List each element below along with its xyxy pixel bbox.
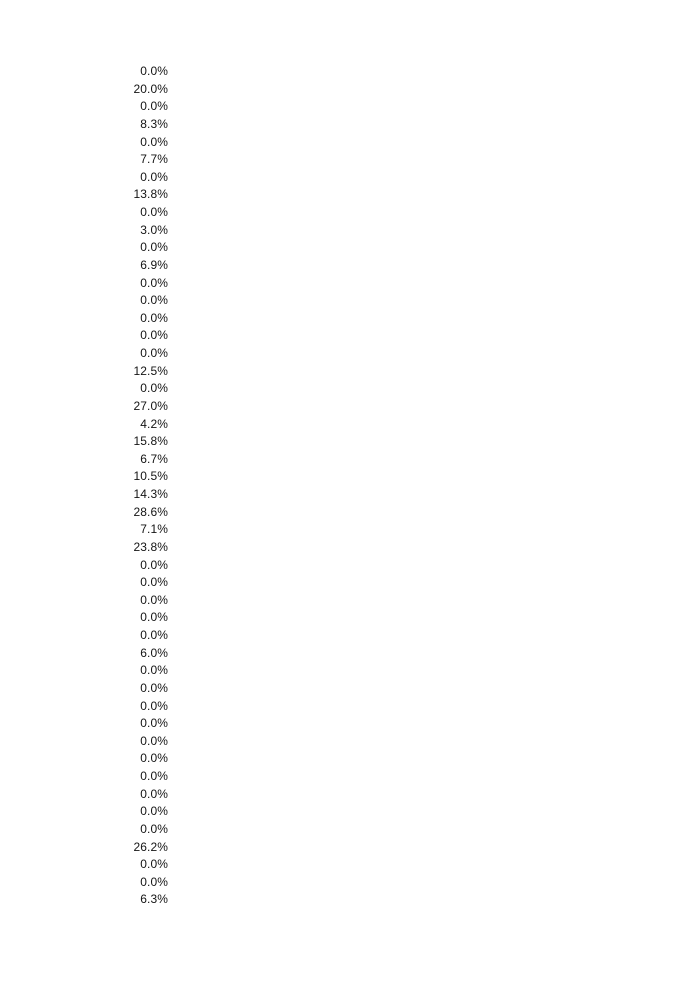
percentage-value: 0.0% [140, 240, 168, 255]
percentage-value: 0.0% [140, 663, 168, 678]
percentage-value: 0.0% [140, 169, 168, 184]
percentage-value: 7.7% [140, 152, 168, 167]
percentage-value: 0.0% [140, 769, 168, 783]
percentage-value: 0.0% [140, 575, 168, 590]
percentage-value: 0.0% [140, 381, 168, 396]
percentage-value: 0.0% [140, 134, 168, 149]
percentage-value: 6.3% [140, 892, 168, 907]
percentage-value: 28.6% [133, 504, 168, 519]
percentage-value: 0.0% [140, 557, 168, 572]
percentage-value: 0.0% [140, 310, 168, 325]
percentage-value: 0.0% [140, 328, 168, 343]
percentage-value: 8.3% [140, 116, 168, 131]
percentage-value: 0.0% [140, 275, 168, 290]
percentage-value: 0.0% [140, 64, 168, 78]
percentage-value: 0.0% [140, 821, 168, 836]
percentage-value: 14.3% [133, 487, 168, 501]
percentage-column: 0.0% 20.0% 0.0% 8.3% 0.0% 7.7% 0.0% 13.8% 0.0% 3.… [0, 63, 168, 909]
percentage-value: 0.0% [140, 786, 168, 801]
percentage-value: 20.0% [133, 81, 168, 96]
percentage-value: 4.2% [140, 416, 168, 431]
percentage-value: 0.0% [140, 733, 168, 748]
percentage-value: 3.0% [140, 222, 168, 237]
percentage-value: 0.0% [140, 874, 168, 889]
percentage-value: 6.9% [140, 257, 168, 272]
percentage-value: 10.5% [133, 469, 168, 484]
percentage-value: 0.0% [140, 610, 168, 625]
percentage-value: 0.0% [140, 857, 168, 872]
percentage-value: 6.7% [140, 451, 168, 466]
percentage-value: 27.0% [133, 398, 168, 413]
percentage-value: 6.0% [140, 645, 168, 660]
percentage-value: 23.8% [133, 539, 168, 554]
percentage-value: 0.0% [140, 804, 168, 819]
percentage-value: 0.0% [140, 205, 168, 219]
percentage-value: 0.0% [140, 592, 168, 607]
percentage-value: 0.0% [140, 628, 168, 642]
percentage-value: 13.8% [133, 187, 168, 202]
percentage-value: 0.0% [140, 698, 168, 713]
percentage-value: 12.5% [133, 363, 168, 378]
percentage-value: 15.8% [133, 434, 168, 449]
percentage-value: 0.0% [140, 751, 168, 766]
percentage-value: 0.0% [140, 680, 168, 695]
percentage-value: 0.0% [140, 99, 168, 114]
percentage-value: 7.1% [140, 522, 168, 537]
percentage-value: 0.0% [140, 293, 168, 308]
percentage-value: 26.2% [133, 839, 168, 854]
percentage-value: 0.0% [140, 346, 168, 360]
percentage-value: 0.0% [140, 716, 168, 731]
